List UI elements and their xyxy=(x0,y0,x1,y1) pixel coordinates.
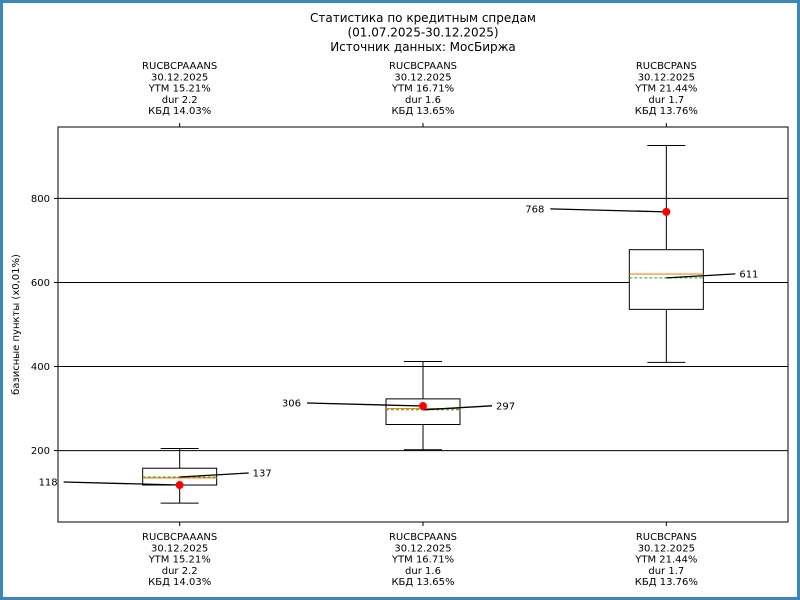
current-annotation-label: 118 xyxy=(39,478,58,489)
top-info-name: RUCBCPANS xyxy=(636,61,697,72)
top-info-name: RUCBCPAANS xyxy=(389,61,457,72)
y-tick-label: 600 xyxy=(31,278,50,289)
current-value-point xyxy=(175,481,184,490)
top-info-ytm: YTM 15.21% xyxy=(148,84,211,95)
chart-title-line: Источник данных: МосБиржа xyxy=(330,40,516,54)
current-annotation-arrow xyxy=(63,481,180,486)
current-value-point xyxy=(419,402,427,411)
y-tick-label: 800 xyxy=(31,194,50,205)
bottom-info-name: RUCBCPANS xyxy=(636,532,697,543)
mean-annotation-arrow xyxy=(422,405,493,411)
current-value-point xyxy=(662,207,671,216)
chart-title-line: (01.07.2025-30.12.2025) xyxy=(347,26,498,40)
bottom-info-dur: dur 1.6 xyxy=(405,566,441,577)
mean-annotation-arrow xyxy=(179,472,249,478)
bottom-info-name: RUCBCPAAANS xyxy=(142,532,217,543)
top-info-date: 30.12.2025 xyxy=(638,72,695,83)
top-info-dur: dur 2.2 xyxy=(162,95,198,106)
top-info-ytm: YTM 16.71% xyxy=(391,84,454,95)
top-info-ytm: YTM 21.44% xyxy=(634,84,697,95)
bottom-info-dur: dur 2.2 xyxy=(162,566,198,577)
current-annotation-label: 768 xyxy=(525,204,544,215)
plot-area-frame xyxy=(57,126,789,523)
top-info-name: RUCBCPAAANS xyxy=(142,61,217,72)
bottom-info-ytm: YTM 15.21% xyxy=(148,555,211,566)
mean-annotation-label: 297 xyxy=(496,401,515,412)
top-info-dur: dur 1.6 xyxy=(405,95,441,106)
box-iqr xyxy=(628,249,704,310)
bottom-info-kbd: КБД 14.03% xyxy=(148,577,211,588)
bottom-info-date: 30.12.2025 xyxy=(151,543,208,554)
current-annotation-arrow xyxy=(550,208,667,213)
mean-annotation-label: 137 xyxy=(253,469,272,480)
y-axis-label: базисные пункты (x0,01%) xyxy=(11,254,22,395)
current-annotation-label: 306 xyxy=(282,399,301,410)
top-info-date: 30.12.2025 xyxy=(394,72,451,83)
current-annotation-arrow xyxy=(306,402,424,407)
top-info-kbd: КБД 13.65% xyxy=(391,106,454,117)
bottom-info-dur: dur 1.7 xyxy=(648,566,684,577)
top-info-kbd: КБД 14.03% xyxy=(148,106,211,117)
top-info-kbd: КБД 13.76% xyxy=(635,106,698,117)
bottom-info-name: RUCBCPAANS xyxy=(389,532,457,543)
y-tick-label: 400 xyxy=(31,362,50,373)
bottom-info-ytm: YTM 16.71% xyxy=(391,555,454,566)
top-info-dur: dur 1.7 xyxy=(648,95,684,106)
chart-title-line: Статистика по кредитным спредам xyxy=(310,11,536,25)
bottom-info-date: 30.12.2025 xyxy=(394,543,451,554)
bottom-info-ytm: YTM 21.44% xyxy=(634,555,697,566)
y-tick-label: 200 xyxy=(31,446,50,457)
bottom-info-date: 30.12.2025 xyxy=(638,543,695,554)
bottom-info-kbd: КБД 13.65% xyxy=(391,577,454,588)
mean-annotation-label: 611 xyxy=(739,269,758,280)
top-info-date: 30.12.2025 xyxy=(151,72,208,83)
mean-annotation-arrow xyxy=(666,273,736,279)
bottom-info-kbd: КБД 13.76% xyxy=(635,577,698,588)
